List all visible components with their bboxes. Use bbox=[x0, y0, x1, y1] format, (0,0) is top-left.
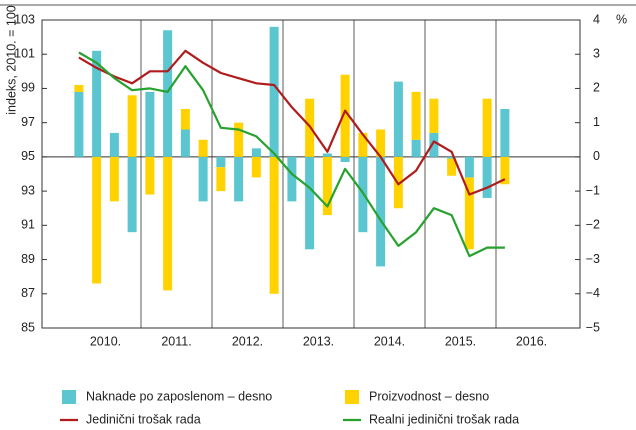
y2-tick-label: −2 bbox=[586, 218, 600, 232]
y-tick-label: 85 bbox=[21, 320, 35, 334]
bar bbox=[180, 108, 190, 130]
bar bbox=[287, 156, 297, 202]
bar bbox=[429, 98, 439, 133]
legend-label: Realni jedinični trošak rada bbox=[369, 412, 519, 426]
bar bbox=[340, 74, 350, 157]
line bbox=[78, 49, 506, 196]
bar bbox=[127, 95, 137, 157]
y2-tick-label: −1 bbox=[586, 183, 600, 197]
y-tick-label: 91 bbox=[21, 218, 35, 232]
legend-label: Naknade po zaposlenom – desno bbox=[86, 389, 272, 403]
bar bbox=[198, 156, 208, 202]
y-axis-title: indeks, 2010. = 100 bbox=[4, 5, 18, 115]
y-tick-label: 103 bbox=[14, 12, 35, 26]
bar bbox=[500, 108, 510, 157]
bar bbox=[322, 156, 332, 216]
bar bbox=[109, 132, 119, 157]
bar bbox=[92, 156, 102, 284]
y-tick-label: 89 bbox=[21, 252, 35, 266]
bar bbox=[340, 156, 350, 163]
y2-tick-label: −4 bbox=[586, 286, 600, 300]
bar bbox=[145, 91, 155, 157]
bar bbox=[74, 91, 84, 157]
bar bbox=[234, 156, 244, 202]
bar bbox=[376, 156, 386, 267]
y-tick-label: 99 bbox=[21, 81, 35, 95]
bar bbox=[234, 122, 244, 157]
bar bbox=[269, 26, 279, 157]
y-tick-label: 93 bbox=[21, 183, 35, 197]
bar bbox=[482, 156, 492, 198]
x-tick-label: 2015. bbox=[445, 334, 476, 348]
y2-tick-label: 4 bbox=[593, 12, 600, 26]
bar bbox=[482, 98, 492, 157]
bar bbox=[163, 30, 173, 157]
y-tick-label: 95 bbox=[21, 149, 35, 163]
bar bbox=[464, 156, 474, 178]
bar bbox=[251, 156, 261, 178]
bar bbox=[92, 50, 102, 157]
y2-tick-label: −5 bbox=[586, 320, 600, 334]
plot-frame bbox=[41, 19, 581, 329]
bar bbox=[216, 167, 226, 192]
legend-swatch bbox=[345, 390, 359, 404]
bar bbox=[322, 153, 332, 157]
x-tick-label: 2013. bbox=[303, 334, 334, 348]
bar bbox=[251, 148, 261, 157]
y2-tick-label: 0 bbox=[593, 149, 600, 163]
bar bbox=[180, 129, 190, 157]
y2-tick-label: 2 bbox=[593, 81, 600, 95]
bar bbox=[109, 156, 119, 202]
bar bbox=[74, 85, 84, 92]
bar bbox=[216, 156, 226, 168]
x-tick-label: 2012. bbox=[232, 334, 263, 348]
y2-tick-label: 3 bbox=[593, 47, 600, 61]
bar bbox=[269, 156, 279, 294]
bar bbox=[500, 156, 510, 185]
x-tick-label: 2010. bbox=[90, 334, 121, 348]
bar bbox=[447, 158, 457, 176]
x-tick-label: 2016. bbox=[516, 334, 547, 348]
legend-swatch bbox=[62, 390, 76, 404]
legend-label: Jedinični trošak rada bbox=[86, 412, 201, 426]
bar bbox=[447, 156, 457, 159]
y-tick-label: 87 bbox=[21, 286, 35, 300]
x-tick-label: 2014. bbox=[374, 334, 405, 348]
bar bbox=[127, 156, 137, 233]
y2-tick-label: −3 bbox=[586, 252, 600, 266]
x-tick-label: 2011. bbox=[161, 334, 191, 348]
y2-axis-title: % bbox=[616, 12, 627, 26]
bar bbox=[411, 139, 421, 157]
bar bbox=[358, 132, 368, 157]
y2-tick-label: 1 bbox=[593, 115, 600, 129]
bar bbox=[411, 91, 421, 140]
bar bbox=[198, 139, 208, 157]
y-tick-label: 101 bbox=[14, 47, 35, 61]
bar bbox=[305, 156, 315, 250]
bar bbox=[464, 177, 474, 250]
bar bbox=[393, 81, 403, 157]
bar bbox=[163, 156, 173, 291]
legend-label: Proizvodnost – desno bbox=[369, 389, 489, 403]
bar bbox=[429, 132, 439, 157]
bar bbox=[376, 129, 386, 157]
line bbox=[78, 51, 505, 258]
y-tick-label: 97 bbox=[21, 115, 35, 129]
bar bbox=[145, 156, 155, 195]
